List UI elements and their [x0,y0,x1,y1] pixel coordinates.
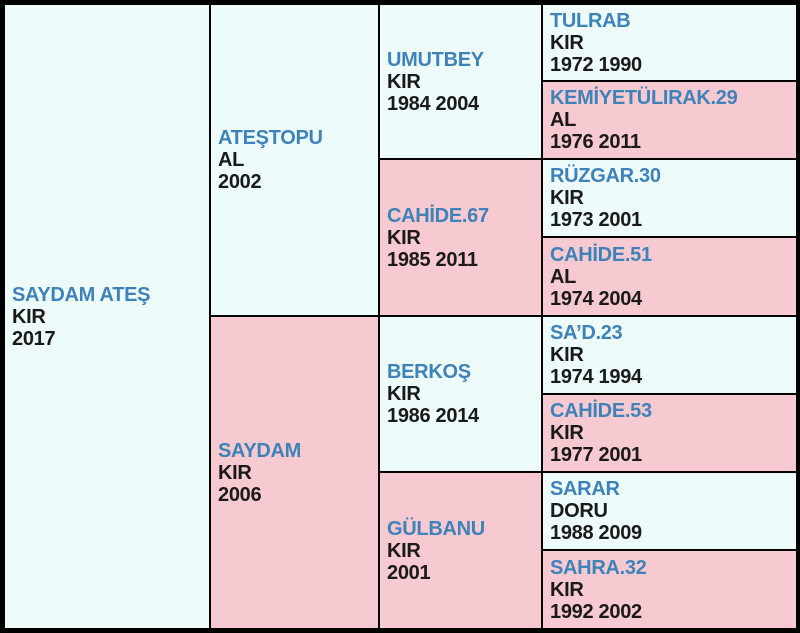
ancestor-color: KIR [550,578,584,601]
ancestor-years: 1976 2011 [550,131,641,153]
ancestor-years: 1972 1990 [550,53,642,76]
sire-sire-cell: UMUTBEY KIR 1984 2004 [380,5,541,158]
horse-color: KIR [12,305,46,328]
ancestor-cell: RÜZGAR.30 KIR 1973 2001 [543,160,796,236]
ancestor-cell: SARAR DORU 1988 2009 [543,473,796,549]
dam-sire-cell: BERKOŞ KIR 1986 2014 [380,317,541,471]
sire-dam-years: 1985 2011 [387,248,478,271]
ancestor-color: DORU [550,500,608,522]
ancestor-cell: CAHİDE.51 AL 1974 2004 [543,238,796,315]
sire-years: 2002 [218,171,262,193]
dam-sire-color: KIR [387,383,421,405]
ancestor-color: KIR [550,422,584,444]
pedigree-chart: SAYDAM ATEŞ KIR 2017 ATEŞTOPU AL 2002 SA… [5,5,796,628]
dam-sire-name: BERKOŞ [387,361,471,383]
ancestor-color: AL [550,109,577,131]
sire-dam-cell: CAHİDE.67 KIR 1985 2011 [380,160,541,315]
dam-dam-name: GÜLBANU [387,517,485,540]
ancestor-color: KIR [550,31,584,54]
ancestor-cell: TULRAB KIR 1972 1990 [543,5,796,80]
dam-years: 2006 [218,483,262,506]
sire-sire-years: 1984 2004 [387,92,479,115]
ancestor-name: SA’D.23 [550,322,623,344]
ancestor-years: 1988 2009 [550,522,642,544]
ancestor-years: 1974 1994 [550,366,642,388]
ancestor-cell: SAHRA.32 KIR 1992 2002 [543,551,796,628]
sire-sire-color: KIR [387,70,421,93]
sire-dam-name: CAHİDE.67 [387,204,489,227]
ancestor-cell: KEMİYETÜLIRAK.29 AL 1976 2011 [543,82,796,158]
horse-name: SAYDAM ATEŞ [12,283,151,306]
ancestor-name: RÜZGAR.30 [550,165,661,187]
dam-sire-years: 1986 2014 [387,405,479,427]
ancestor-color: KIR [550,187,584,209]
ancestor-years: 1977 2001 [550,444,642,466]
sire-cell: ATEŞTOPU AL 2002 [211,5,378,315]
sire-color: AL [218,149,245,171]
horse-years: 2017 [12,327,56,350]
horse-cell: SAYDAM ATEŞ KIR 2017 [5,5,209,628]
ancestor-name: CAHİDE.53 [550,400,652,422]
ancestor-years: 1974 2004 [550,287,642,310]
sire-dam-color: KIR [387,226,421,249]
dam-color: KIR [218,461,252,484]
dam-dam-color: KIR [387,539,421,562]
ancestor-name: SARAR [550,478,620,500]
ancestor-color: AL [550,265,577,288]
ancestor-name: KEMİYETÜLIRAK.29 [550,87,738,109]
ancestor-name: TULRAB [550,9,631,32]
ancestor-years: 1973 2001 [550,209,642,231]
ancestor-name: CAHİDE.51 [550,243,652,266]
dam-dam-cell: GÜLBANU KIR 2001 [380,473,541,628]
dam-name: SAYDAM [218,439,302,462]
ancestor-cell: CAHİDE.53 KIR 1977 2001 [543,395,796,471]
ancestor-name: SAHRA.32 [550,556,647,579]
ancestor-cell: SA’D.23 KIR 1974 1994 [543,317,796,393]
dam-cell: SAYDAM KIR 2006 [211,317,378,628]
sire-name: ATEŞTOPU [218,127,323,149]
ancestor-years: 1992 2002 [550,600,642,623]
dam-dam-years: 2001 [387,561,431,584]
ancestor-color: KIR [550,344,584,366]
sire-sire-name: UMUTBEY [387,48,484,71]
